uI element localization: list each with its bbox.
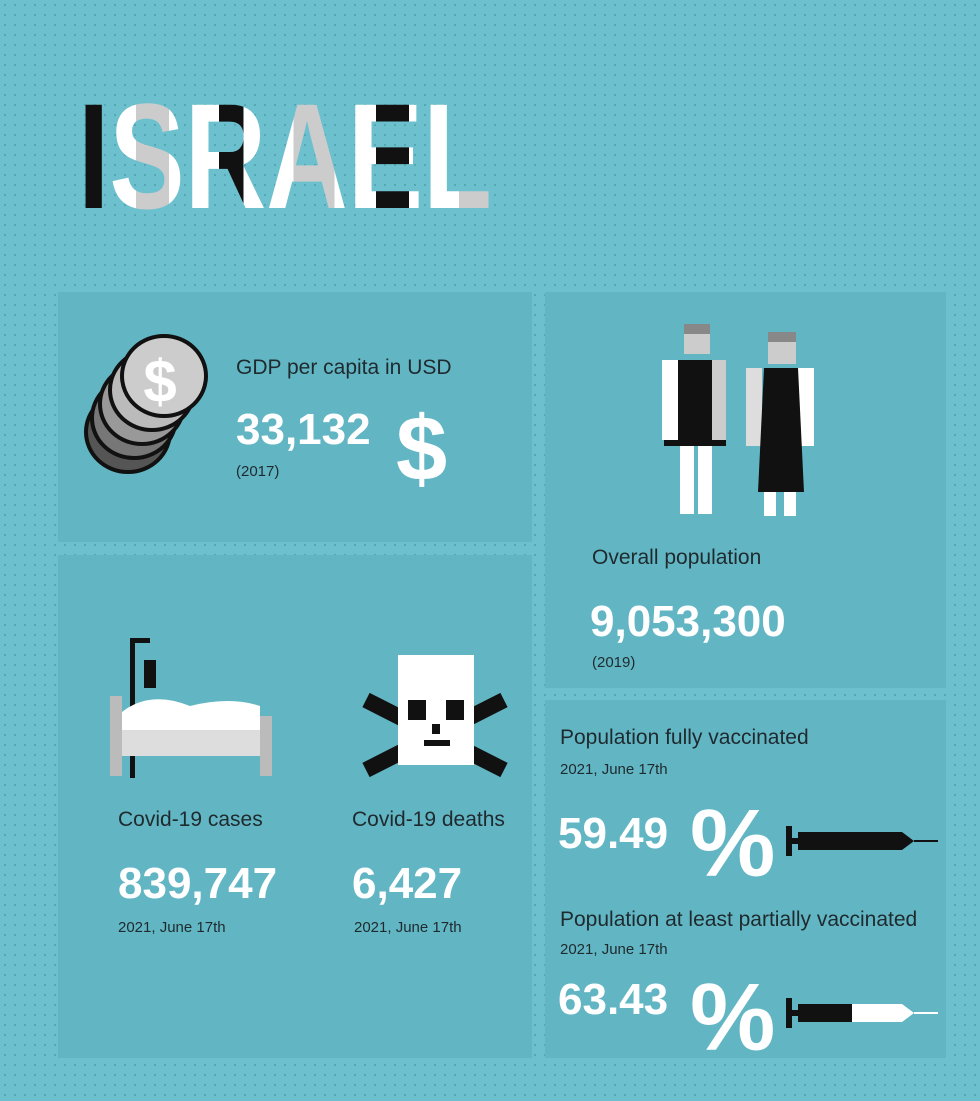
vaccine-symbol: % <box>690 964 775 1071</box>
bed-icon <box>110 638 272 778</box>
cases-value: 839,747 <box>118 859 277 908</box>
gdp-value: 33,132 <box>236 405 371 454</box>
vaccine-label: Population at least partially vaccinated <box>560 908 917 931</box>
deaths-label: Covid-19 deaths <box>352 808 505 831</box>
cases-label: Covid-19 cases <box>118 808 263 831</box>
vaccine-date: 2021, June 17th <box>560 941 668 958</box>
gdp-year: (2017) <box>236 463 279 480</box>
people-icon <box>662 324 814 516</box>
deaths-date: 2021, June 17th <box>354 919 462 936</box>
vaccine-symbol: % <box>690 790 775 897</box>
vaccine-date: 2021, June 17th <box>560 761 668 778</box>
covid-card <box>58 555 532 1058</box>
vaccine-card <box>545 700 946 1058</box>
vaccine-value: 63.43 <box>558 975 668 1024</box>
deaths-value: 6,427 <box>352 859 462 908</box>
population-value: 9,053,300 <box>590 597 786 646</box>
gdp-symbol: $ <box>396 398 447 500</box>
skull-icon <box>362 655 508 778</box>
vaccine-label: Population fully vaccinated <box>560 726 809 749</box>
syringe-icon <box>786 998 938 1028</box>
title: ISRAEL <box>78 72 492 240</box>
population-label: Overall population <box>592 546 761 569</box>
vaccine-value: 59.49 <box>558 809 668 858</box>
population-year: (2019) <box>592 654 635 671</box>
svg-text:$: $ <box>143 348 176 415</box>
syringe-icon <box>786 826 938 856</box>
population-card <box>545 292 946 688</box>
gdp-label: GDP per capita in USD <box>236 356 452 379</box>
coins-icon: $ <box>84 334 208 474</box>
cases-date: 2021, June 17th <box>118 919 226 936</box>
